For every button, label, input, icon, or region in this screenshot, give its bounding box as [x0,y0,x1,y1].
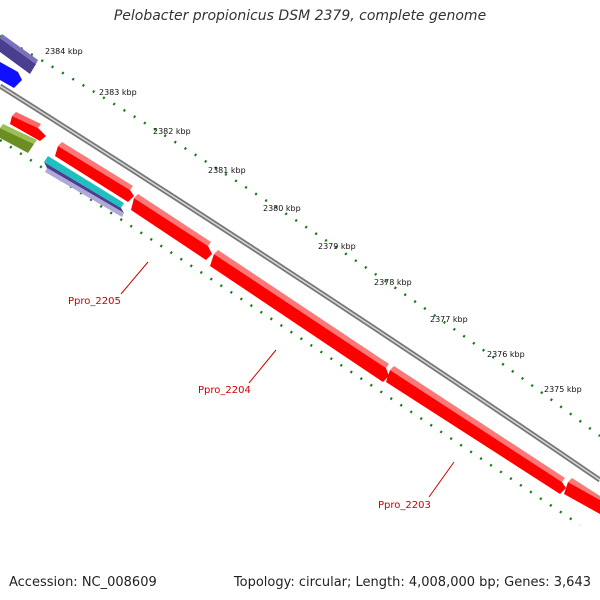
cds-arrow-1 [55,142,134,202]
tick-label: 2383 kbp [99,88,137,97]
gene-label: Ppro_2205 [68,296,121,307]
inner-tick-ring [0,138,581,527]
tick-label: 2384 kbp [45,47,83,56]
cds-arrow-5 [564,478,600,514]
cds-arrow-2 [131,194,212,260]
tick-label: 2382 kbp [153,127,191,136]
feature-olive [0,124,37,153]
genome-summary-text: Topology: circular; Length: 4,008,000 bp… [233,575,591,590]
feature-striped [44,156,124,217]
gene-leader-line [248,349,277,384]
tick-label: 2381 kbp [208,166,246,175]
cds-arrow-4 [386,366,566,494]
gene-leader-line [120,261,149,295]
gene-label: Ppro_2203 [378,500,431,511]
genome-backbone [0,83,600,483]
feature-blue [0,62,22,88]
tick-label: 2377 kbp [430,315,468,324]
gene-leader-line [428,461,455,498]
accession-text: Accession: NC_008609 [9,575,157,590]
tick-label: 2378 kbp [374,278,412,287]
feature-navy [0,34,38,74]
outer-tick-ring [0,34,600,437]
cds-arrow-3 [210,250,389,382]
genome-backbone-highlight [0,85,600,481]
tick-label: 2379 kbp [318,242,356,251]
map-title: Pelobacter propionicus DSM 2379, complet… [113,8,487,24]
gene-label: Ppro_2204 [198,385,251,396]
feature-small-red [10,112,46,141]
tick-label: 2380 kbp [263,204,301,213]
tick-label: 2376 kbp [487,350,525,359]
tick-label: 2375 kbp [544,385,582,394]
